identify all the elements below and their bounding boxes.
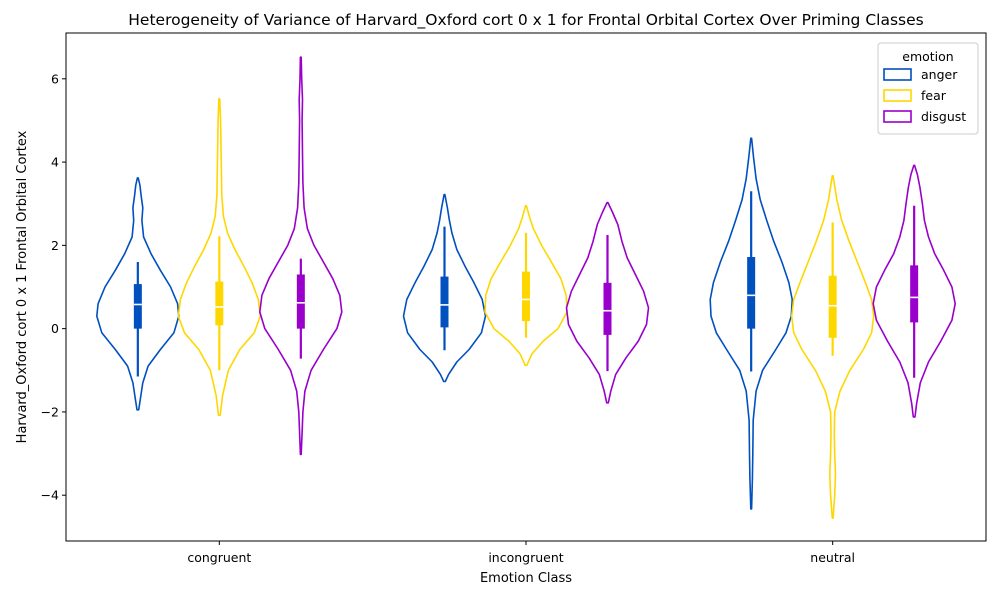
- x-axis: congruent incongruent neutral: [187, 541, 855, 565]
- y-tick-label: 0: [51, 321, 59, 336]
- chart-title: Heterogeneity of Variance of Harvard_Oxf…: [128, 11, 923, 30]
- legend-label-disgust: disgust: [921, 109, 966, 124]
- legend-label-fear: fear: [921, 88, 947, 103]
- violin-outline: [259, 56, 343, 456]
- violin-fear-neutral: [790, 175, 875, 519]
- violin-anger-neutral: [709, 137, 793, 510]
- y-axis: −4 −2 0 2 4 6: [41, 71, 66, 503]
- violin-iqr-box: [747, 257, 756, 329]
- x-tick-label: congruent: [187, 550, 251, 565]
- y-tick-label: 6: [51, 71, 59, 86]
- legend-swatch-disgust: [883, 110, 912, 123]
- violin-iqr-box: [603, 282, 612, 335]
- violin-outline: [177, 98, 262, 416]
- violin-iqr-box: [215, 281, 224, 326]
- violin-iqr-box: [522, 271, 530, 322]
- legend-swatch-anger: [883, 68, 912, 81]
- legend-title: emotion: [902, 49, 953, 64]
- violin-outline: [402, 193, 487, 383]
- violin-disgust-neutral: [872, 164, 956, 418]
- violin-iqr-box: [440, 276, 449, 328]
- violin-anger-congruent: [96, 177, 180, 411]
- y-tick-label: −2: [41, 404, 59, 419]
- violin-anger-incongruent: [402, 193, 487, 383]
- x-tick-label: incongruent: [488, 550, 563, 565]
- violin-iqr-box: [296, 274, 305, 329]
- y-tick-label: 4: [51, 155, 59, 170]
- violin-iqr-box: [910, 265, 919, 323]
- plot-marks: [96, 56, 956, 519]
- y-tick-label: 2: [51, 238, 59, 253]
- y-axis-label: Harvard_Oxford cort 0 x 1 Frontal Orbita…: [15, 130, 30, 443]
- x-tick-label: neutral: [810, 550, 855, 565]
- y-tick-label: −4: [41, 488, 59, 503]
- legend-label-anger: anger: [921, 67, 958, 82]
- violin-outline: [790, 175, 875, 519]
- legend-swatch-fear: [883, 89, 912, 102]
- violin-outline: [872, 164, 956, 418]
- violin-iqr-box: [828, 275, 837, 338]
- legend: emotion anger fear disgust: [877, 42, 979, 135]
- plot-frame: [65, 32, 987, 542]
- violin-disgust-incongruent: [565, 201, 650, 404]
- legend-entries: anger fear disgust: [883, 67, 966, 124]
- violin-disgust-congruent: [259, 56, 343, 456]
- violin-outline: [709, 137, 793, 510]
- violin-fear-congruent: [177, 98, 262, 416]
- violin-outline: [565, 201, 650, 404]
- violin-outline: [96, 177, 180, 411]
- violin-iqr-box: [133, 284, 142, 329]
- x-axis-label: Emotion Class: [480, 571, 572, 586]
